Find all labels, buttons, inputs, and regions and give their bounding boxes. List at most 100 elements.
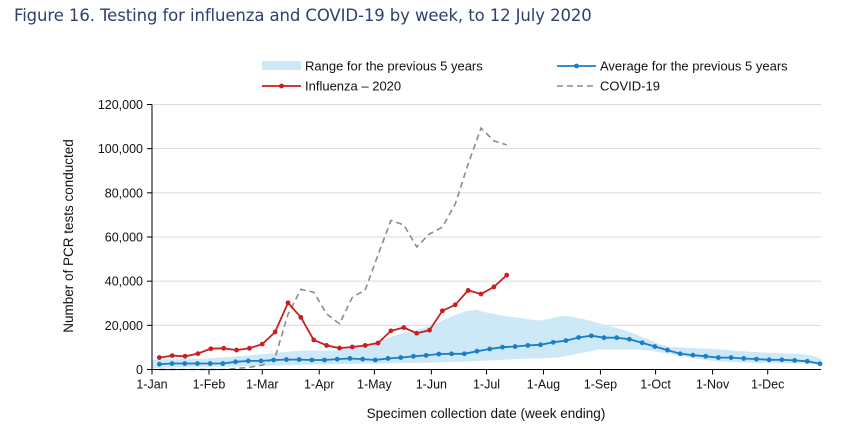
average-point [487,346,493,352]
average-point [715,355,721,360]
average-point [614,335,620,341]
average-point [474,348,480,354]
x-tick-label: 1-Feb [193,378,226,392]
average-point [449,351,454,357]
influenza-point [362,343,368,348]
x-tick-label: 1-Jan [136,378,167,392]
x-tick-label: 1-Oct [640,378,671,392]
x-tick-label: 1-Jun [416,378,447,392]
y-tick-labels: 0 20,000 40,000 60,000 80,000 100,000 120,000 [98,98,143,377]
average-point [296,357,302,362]
influenza-point [401,325,407,330]
average-point [398,355,404,360]
influenza-point [259,341,265,347]
average-point [525,343,531,348]
average-point [499,344,505,350]
average-point [423,352,429,358]
average-point [271,357,277,363]
influenza-point [504,272,510,278]
average-point [804,358,810,364]
legend-label: Average for the previous 5 years [600,59,788,74]
average-point [627,336,632,342]
y-tick-label: 120,000 [98,98,143,112]
range-band-area [152,309,821,369]
x-tick-label: 1-Apr [304,378,335,392]
average-point [652,344,658,349]
average-point [436,351,442,357]
x-tick-labels: 1-Jan 1-Feb 1-Mar 1-Apr 1-May 1-Jun 1-Jul 1-Aug… [136,378,784,392]
average-point [195,361,200,366]
average-point [754,356,759,362]
legend-label: Influenza – 2020 [305,79,401,94]
average-point [563,338,569,343]
legend-swatch-marker [574,63,579,69]
average-point [677,351,683,357]
x-axis-title: Specimen collection date (week ending) [367,406,606,421]
y-axis-title: Number of PCR tests conducted [61,139,76,333]
influenza-point [491,284,497,290]
y-tick-label: 0 [136,363,143,377]
influenza-point [221,345,227,351]
average-point [347,356,353,361]
influenza-point [247,345,252,351]
legend-label: COVID-19 [600,79,660,94]
average-point [792,358,797,363]
average-point [639,340,645,346]
influenza-point [169,353,175,358]
legend-swatch-band [262,61,301,70]
x-tick-label: 1-Jul [473,378,500,392]
average-point [156,361,162,367]
influenza-point [388,328,394,334]
average-point [728,355,734,360]
influenza-point [324,343,330,348]
x-tick-label: 1-Sep [584,378,617,392]
figure-title: Figure 16. Testing for influenza and COV… [14,6,592,25]
influenza-point [156,355,162,360]
gridlines [152,104,821,326]
y-tick-label: 80,000 [105,186,143,200]
average-point [588,333,594,339]
x-tick-label: 1-Nov [696,378,730,392]
y-tick-label: 40,000 [105,275,143,289]
x-tick-label: 1-Aug [527,378,560,392]
average-point [258,358,264,364]
average-point [576,335,582,340]
average-point [741,356,747,361]
average-point [233,359,238,365]
average-point [182,361,188,366]
average-point [665,347,670,353]
average-point [360,356,366,362]
average-point [385,356,391,361]
average-point [220,361,226,366]
average-point [309,357,315,363]
average-point [601,335,607,341]
influenza-point [349,344,355,350]
range-band-layer [152,309,821,369]
influenza-point [465,288,471,293]
average-point [550,339,556,345]
average-point [766,357,772,363]
influenza-point [414,330,420,336]
average-point [334,356,340,362]
influenza-line [159,274,508,359]
legend-item: Average for the previous 5 years [557,59,788,74]
average-point [207,361,213,366]
y-tick-label: 60,000 [105,231,143,245]
legend-label: Range for the previous 5 years [305,59,483,74]
average-point [411,353,416,359]
average-point [372,357,378,363]
influenza-point [285,300,291,306]
influenza-point [375,340,381,346]
influenza-point [272,329,278,335]
influenza-point [427,327,432,333]
legend-swatch-marker [279,83,284,89]
influenza-point [182,353,188,359]
influenza-point [478,291,484,297]
legend-item: COVID-19 [557,79,660,94]
x-tick-label: 1-Mar [246,378,279,392]
average-point [461,351,467,357]
influenza-point [439,308,445,314]
average-point [322,357,327,363]
average-point [817,361,823,367]
